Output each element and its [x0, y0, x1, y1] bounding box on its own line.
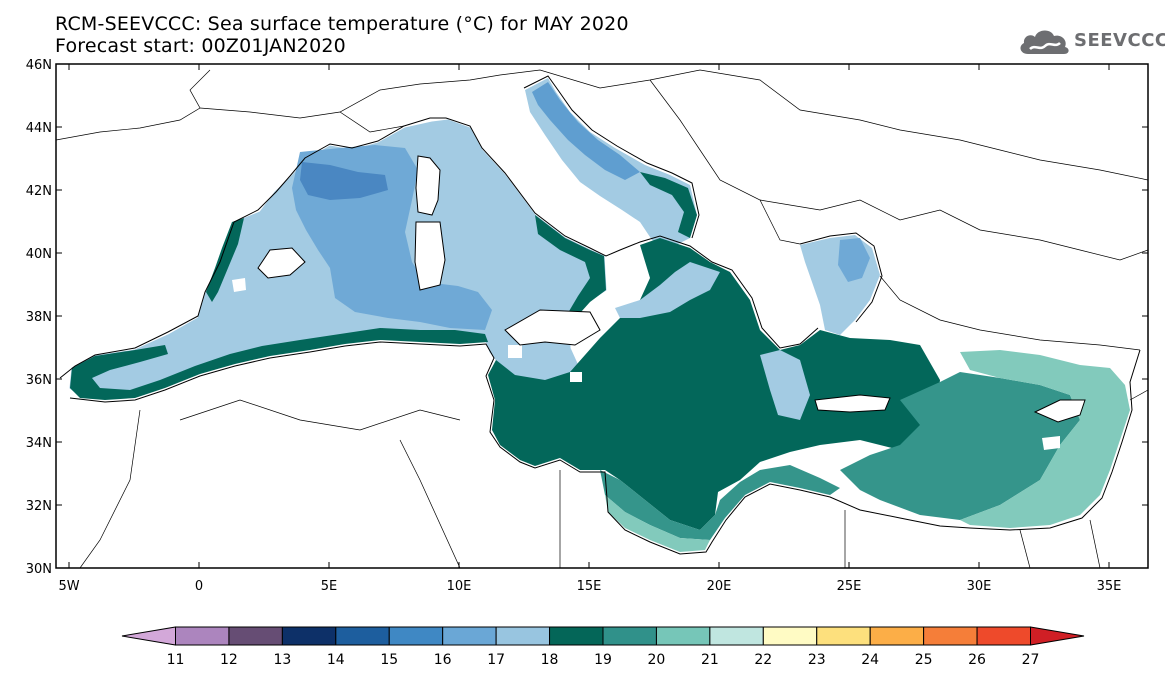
- colorbar-label: 15: [380, 652, 398, 668]
- sst-region-adriatic-16: [532, 82, 640, 180]
- sst-band-spain-19: [206, 218, 244, 302]
- sst-region-aegean-16: [838, 238, 870, 282]
- colorbar-low-arrow: [121, 626, 176, 646]
- colorbar-label: 22: [754, 652, 772, 668]
- lon-tick-label: 0: [195, 579, 203, 594]
- lon-tick-label: 20E: [707, 579, 732, 594]
- lat-tick-label: 40N: [26, 247, 52, 262]
- lon-tick-label: 25E: [837, 579, 862, 594]
- sst-band-adriatic-19: [640, 172, 697, 238]
- lat-tick-label: 32N: [26, 499, 52, 514]
- colorbar-bin: [281, 626, 337, 646]
- logo-text: SEEVCCC: [1074, 30, 1165, 51]
- colorbar-bin: [549, 626, 604, 646]
- lat-tick-label: 42N: [26, 184, 52, 199]
- colorbar-label: 19: [594, 652, 612, 668]
- lon-tick-label: 30E: [967, 579, 992, 594]
- land-mask: [232, 156, 1085, 450]
- colorbar-bin: [495, 626, 551, 646]
- colorbar-bin: [228, 626, 283, 646]
- colorbar-label: 12: [220, 652, 238, 668]
- colorbar-bin: [175, 626, 230, 646]
- colorbar-bin: [976, 626, 1031, 646]
- country-borders: [56, 69, 1148, 568]
- colorbar-high-arrow: [1030, 626, 1085, 646]
- colorbar-label: 25: [915, 652, 933, 668]
- seevccc-logo: SEEVCCC: [1018, 24, 1165, 60]
- colorbar-label: 13: [273, 652, 291, 668]
- lon-tick-label: 10E: [447, 579, 472, 594]
- coastlines: [59, 75, 1141, 555]
- lat-tick-label: 38N: [26, 310, 52, 325]
- colorbar-label: 20: [648, 652, 666, 668]
- sst-region-central-med-19: [488, 238, 940, 530]
- lat-tick-label: 34N: [26, 436, 52, 451]
- cloud-icon: [1020, 30, 1069, 54]
- latitude-axis: 46N 44N 42N 40N 38N 36N 34N 32N 30N: [26, 58, 1148, 577]
- sst-region-ionian-17: [615, 262, 720, 318]
- colorbar-bin: [388, 626, 444, 646]
- sst-region-greece-west-17: [760, 350, 810, 420]
- colorbar-bin: [602, 626, 657, 646]
- sst-band-tyrrhenian-19: [535, 215, 606, 322]
- lon-tick-label: 5E: [321, 579, 338, 594]
- sst-region-levantine-21: [960, 350, 1130, 528]
- colorbar-bin: [709, 626, 764, 646]
- longitude-axis: 5W 0 5E 10E 15E 20E 25E 30E 35E: [58, 64, 1121, 594]
- colorbar-bin: [923, 626, 978, 646]
- map-title: RCM-SEEVCCC: Sea surface temperature (°C…: [55, 13, 629, 35]
- sst-field: [69, 78, 1130, 552]
- sst-band-alboran-19: [70, 328, 488, 400]
- lat-tick-label: 46N: [26, 58, 52, 73]
- colorbar-label: 26: [968, 652, 986, 668]
- colorbar-label: 11: [167, 652, 185, 668]
- colorbar-label: 14: [327, 652, 345, 668]
- colorbar-label: 23: [808, 652, 826, 668]
- lat-tick-label: 30N: [26, 562, 52, 577]
- sst-band-libya-21: [605, 495, 710, 552]
- colorbar-label: 27: [1022, 652, 1040, 668]
- colorbar-bin: [816, 626, 871, 646]
- colorbar-bin: [335, 626, 390, 646]
- colorbar-label: 17: [487, 652, 505, 668]
- colorbar-label: 16: [434, 652, 452, 668]
- lon-tick-label: 15E: [577, 579, 602, 594]
- colorbar-label: 18: [541, 652, 559, 668]
- colorbar-bin: [762, 626, 818, 646]
- sst-region-ligurian-15: [300, 162, 388, 200]
- colorbar-bin: [655, 626, 711, 646]
- forecast-start-subtitle: Forecast start: 00Z01JAN2020: [55, 35, 346, 57]
- lon-tick-label: 35E: [1097, 579, 1122, 594]
- colorbar-bin: [869, 626, 925, 646]
- sst-region-levantine-20: [840, 372, 1080, 520]
- colorbar-label: 24: [861, 652, 879, 668]
- lat-tick-label: 44N: [26, 121, 52, 136]
- sst-band-libya-20: [600, 465, 840, 540]
- colorbar-bin: [442, 626, 497, 646]
- colorbar: 11 12 13 14 15 16 17 18 19 20 21 22 23 24 25 26 27: [121, 626, 1085, 668]
- lat-tick-label: 36N: [26, 373, 52, 388]
- lon-tick-label: 5W: [58, 579, 79, 594]
- colorbar-label: 21: [701, 652, 719, 668]
